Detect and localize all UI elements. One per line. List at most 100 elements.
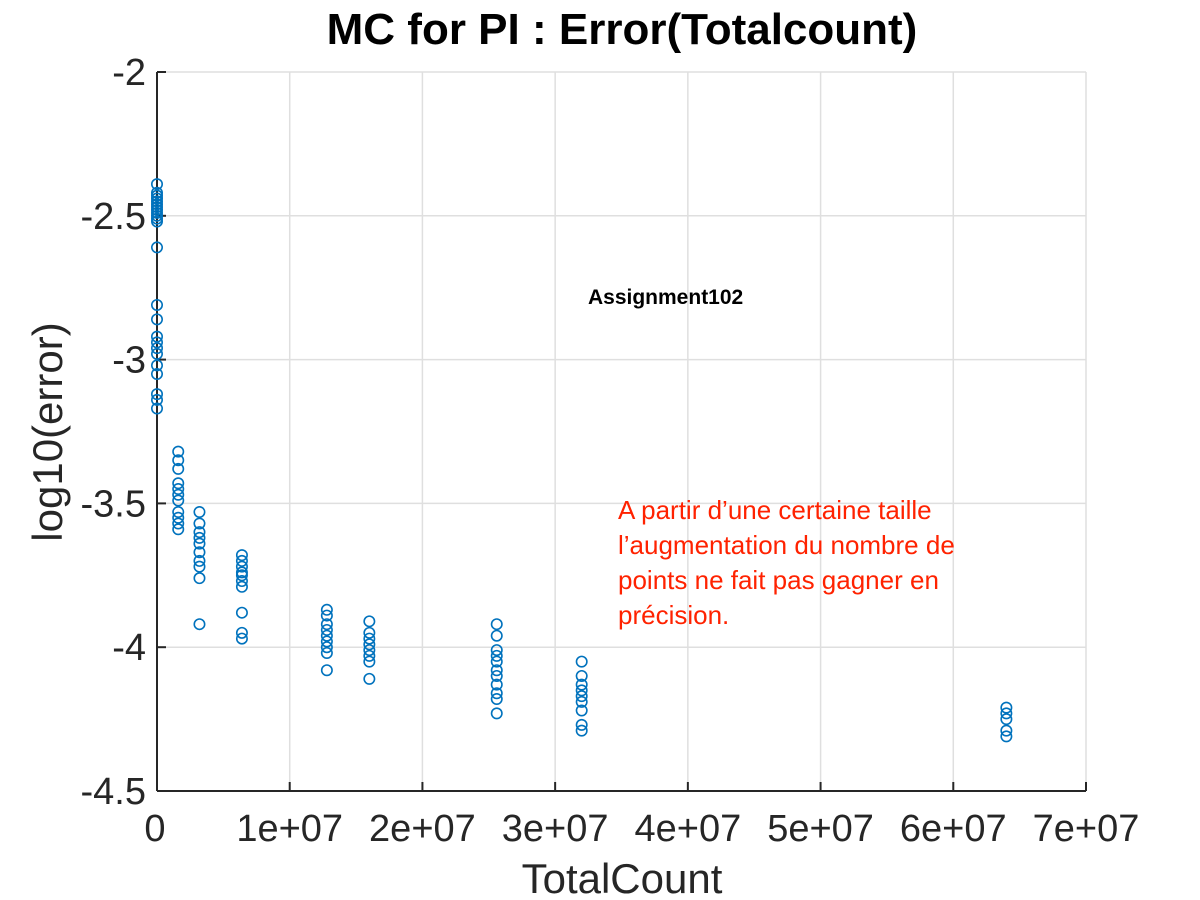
y-tick-label-0: -2 — [112, 52, 146, 94]
data-point-1-5 — [172, 488, 185, 501]
data-point-1-6 — [172, 494, 185, 507]
data-point-6-4 — [490, 655, 503, 668]
data-point-6-7 — [490, 678, 503, 691]
data-point-4-7 — [320, 646, 333, 659]
data-point-2-2 — [193, 526, 206, 539]
y-tick-label-4: -4 — [112, 627, 146, 669]
data-point-3-7 — [235, 606, 248, 619]
data-point-8-1 — [1000, 707, 1013, 720]
data-point-3-5 — [235, 575, 248, 588]
data-point-8-3 — [1000, 724, 1013, 737]
data-point-4-4 — [320, 629, 333, 642]
data-point-5-1 — [363, 626, 376, 639]
x-tick-label-4: 4e+07 — [634, 808, 741, 850]
data-point-6-3 — [490, 649, 503, 662]
data-point-3-4 — [235, 569, 248, 582]
data-point-3-1 — [235, 554, 248, 567]
x-tick-label-6: 6e+07 — [900, 808, 1007, 850]
data-point-4-6 — [320, 641, 333, 654]
x-tick-label-7: 7e+07 — [1033, 808, 1140, 850]
data-point-5-2 — [363, 632, 376, 645]
data-point-0-22 — [151, 393, 164, 406]
data-point-7-8 — [575, 724, 588, 737]
markers-layer — [151, 178, 1013, 743]
annotation-assignment: Assignment102 — [588, 286, 743, 309]
data-point-3-2 — [235, 560, 248, 573]
ticks-layer: 0 1e+07 2e+07 3e+07 4e+07 5e+07 6e+07 7e+07 -2 -2… — [81, 52, 1140, 850]
axes-layer — [156, 72, 1086, 792]
y-tick-label-1: -2.5 — [81, 196, 146, 238]
data-point-8-0 — [1000, 701, 1013, 714]
data-point-6-8 — [490, 687, 503, 700]
y-tick-label-3: -3.5 — [81, 483, 146, 525]
data-point-1-0 — [172, 445, 185, 458]
data-point-2-1 — [193, 517, 206, 530]
annotation-red-line-3: points ne fait pas gagner en — [618, 565, 939, 595]
data-point-2-9 — [193, 618, 206, 631]
data-point-6-0 — [490, 618, 503, 631]
data-point-4-5 — [320, 635, 333, 648]
data-point-3-0 — [235, 549, 248, 562]
data-point-7-5 — [575, 695, 588, 708]
data-point-0-16 — [151, 336, 164, 349]
data-point-0-15 — [151, 330, 164, 343]
annotation-red-line-1: A partir d’une certaine taille — [618, 495, 932, 525]
data-point-0-23 — [151, 402, 164, 415]
data-point-6-6 — [490, 669, 503, 682]
y-axis-label: log10(error) — [24, 322, 71, 541]
data-point-1-7 — [172, 506, 185, 519]
data-point-3-8 — [235, 626, 248, 639]
data-point-0-13 — [151, 298, 164, 311]
data-point-2-4 — [193, 537, 206, 550]
data-point-5-4 — [363, 644, 376, 657]
x-tick-label-3: 3e+07 — [502, 808, 609, 850]
data-point-0-21 — [151, 388, 164, 401]
data-point-0-19 — [151, 359, 164, 372]
data-point-5-6 — [363, 655, 376, 668]
data-point-8-4 — [1000, 730, 1013, 743]
data-point-0-17 — [151, 342, 164, 355]
data-point-4-2 — [320, 618, 333, 631]
data-point-2-0 — [193, 506, 206, 519]
data-point-0-12 — [151, 241, 164, 254]
data-point-6-2 — [490, 644, 503, 657]
data-point-0-14 — [151, 313, 164, 326]
data-point-7-3 — [575, 684, 588, 697]
data-point-2-5 — [193, 546, 206, 559]
data-point-7-1 — [575, 669, 588, 682]
data-point-1-1 — [172, 454, 185, 467]
data-point-6-1 — [490, 629, 503, 642]
data-point-1-3 — [172, 477, 185, 490]
data-point-0-20 — [151, 367, 164, 380]
annotation-red-line-4: précision. — [618, 600, 729, 630]
data-point-7-2 — [575, 678, 588, 691]
x-tick-label-0: 0 — [144, 808, 165, 850]
data-point-2-7 — [193, 560, 206, 573]
data-point-7-0 — [575, 655, 588, 668]
data-point-4-0 — [320, 603, 333, 616]
x-axis-label: TotalCount — [522, 855, 723, 900]
data-point-3-9 — [235, 632, 248, 645]
data-point-5-0 — [363, 615, 376, 628]
data-point-2-8 — [193, 572, 206, 585]
x-tick-label-2: 2e+07 — [369, 808, 476, 850]
data-point-4-8 — [320, 664, 333, 677]
data-point-4-3 — [320, 623, 333, 636]
y-tick-label-2: -3 — [112, 340, 146, 382]
data-point-0-11 — [151, 215, 164, 228]
data-point-6-5 — [490, 664, 503, 677]
x-tick-label-5: 5e+07 — [767, 808, 874, 850]
data-point-5-7 — [363, 672, 376, 685]
annotation-red-line-2: l’augmentation du nombre de — [618, 530, 955, 560]
data-point-1-9 — [172, 517, 185, 530]
y-tick-label-5: -4.5 — [81, 771, 146, 813]
chart-title: MC for PI : Error(Totalcount) — [327, 5, 918, 54]
data-point-0-18 — [151, 347, 164, 360]
data-point-1-4 — [172, 483, 185, 496]
data-point-0-0 — [151, 178, 164, 191]
data-point-2-3 — [193, 531, 206, 544]
data-point-2-6 — [193, 554, 206, 567]
data-point-7-4 — [575, 690, 588, 703]
data-point-1-8 — [172, 511, 185, 524]
